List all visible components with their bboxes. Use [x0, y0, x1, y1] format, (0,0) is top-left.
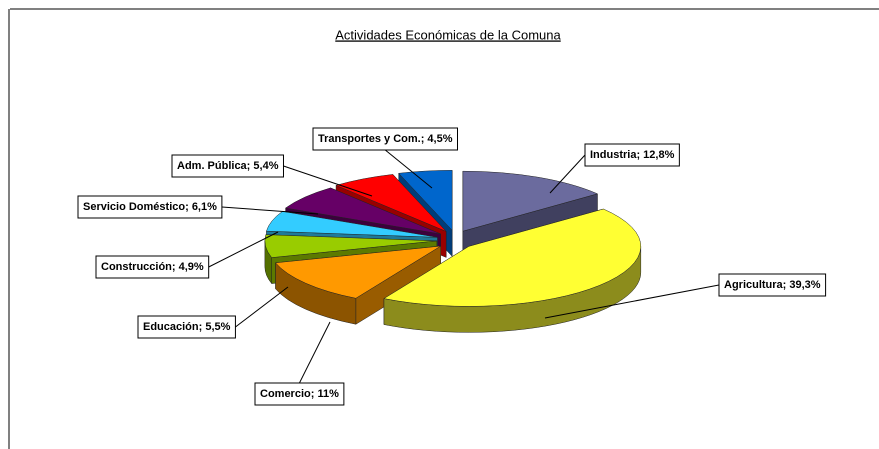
leader-line [298, 321, 331, 384]
slice [462, 170, 599, 232]
label-box [95, 255, 210, 279]
data-label: Comercio; 11% [260, 388, 339, 400]
label-box [77, 195, 223, 219]
data-label: Transportes y Com.; 4,5% [318, 133, 453, 145]
leader-line [208, 231, 279, 268]
label-box [718, 273, 827, 297]
slice [284, 187, 441, 235]
leader-line [221, 206, 319, 215]
data-label: Educación; 5,5% [143, 321, 231, 333]
label-box [312, 127, 458, 151]
label-box [254, 382, 345, 406]
slice [383, 208, 642, 307]
label-box [171, 154, 284, 178]
slice [275, 245, 441, 299]
slice [398, 170, 453, 231]
leader-line [549, 154, 586, 194]
chart-title: Actividades Económicas de la Comuna [335, 27, 561, 42]
label-box [137, 315, 236, 339]
leader-line [235, 286, 289, 328]
leader-line [283, 165, 373, 197]
leader-line [544, 284, 720, 319]
slice [264, 234, 437, 258]
slice [335, 174, 447, 232]
label-box [584, 143, 680, 167]
data-label: Agricultura; 39,3% [724, 279, 821, 291]
data-label: Construcción; 4,9% [101, 261, 204, 273]
data-label: Adm. Pública; 5,4% [177, 160, 279, 172]
data-label: Servicio Doméstico; 6,1% [83, 201, 217, 213]
data-label: Industria; 12,8% [590, 149, 675, 161]
leader-line [384, 149, 433, 189]
